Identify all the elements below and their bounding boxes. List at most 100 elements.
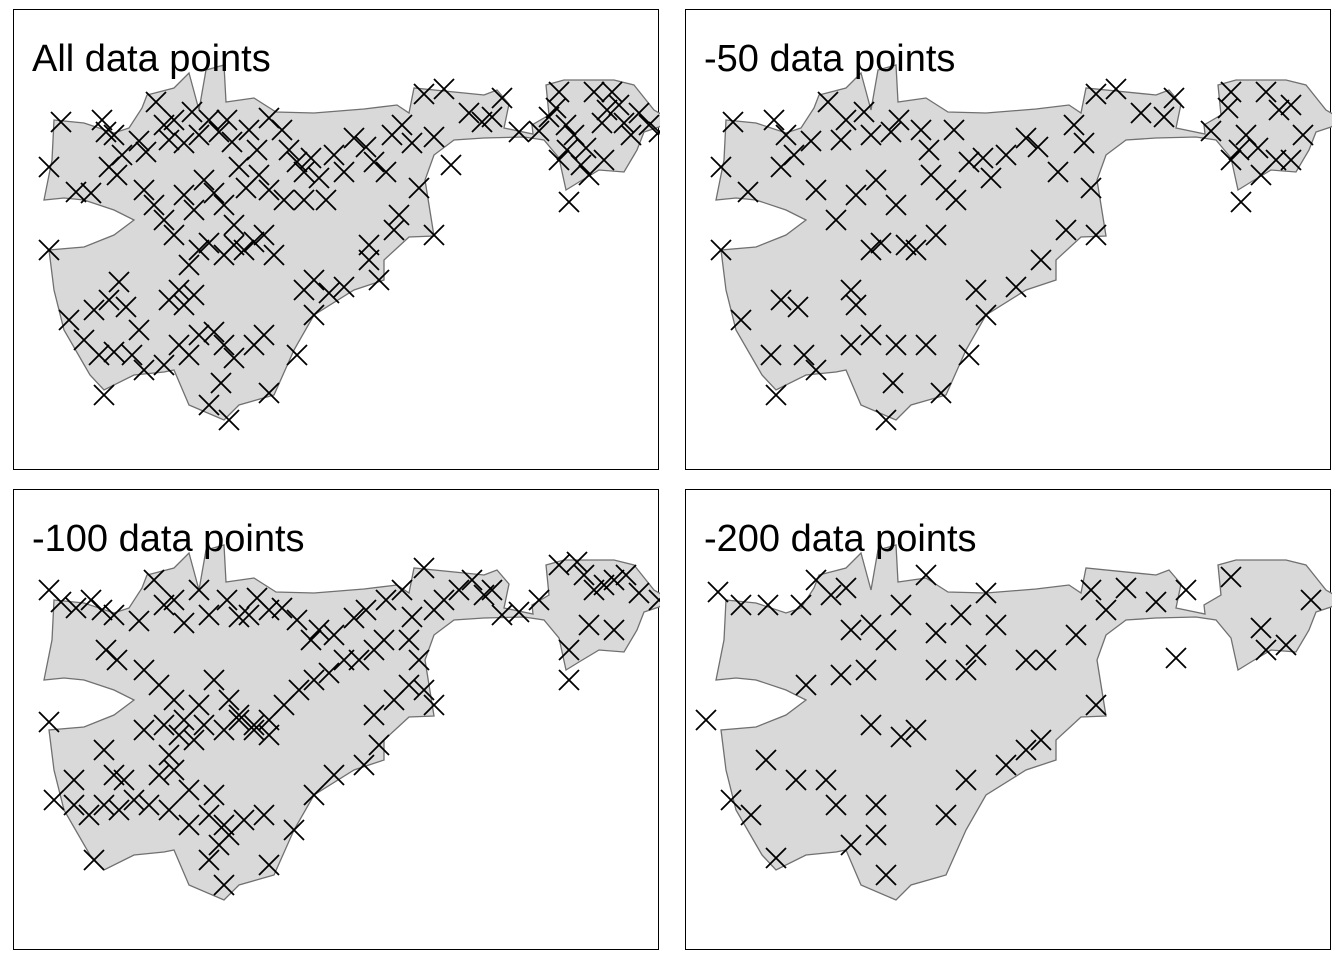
- data-point-x-icon: [293, 279, 315, 301]
- data-point-x-icon: [163, 109, 185, 131]
- data-point-x-icon: [188, 124, 210, 146]
- data-point-x-icon: [885, 334, 907, 356]
- data-point-x-icon: [223, 214, 245, 236]
- data-point-x-icon: [283, 819, 305, 841]
- data-point-x-icon: [1085, 224, 1107, 246]
- data-point-x-icon: [198, 804, 220, 826]
- data-point-x-icon: [1015, 127, 1037, 149]
- data-point-x-icon: [233, 239, 255, 261]
- data-point-x-icon: [860, 124, 882, 146]
- data-point-x-icon: [1055, 219, 1077, 241]
- data-point-x-icon: [300, 629, 322, 651]
- data-point-x-icon: [628, 102, 650, 124]
- data-point-x-icon: [800, 130, 822, 152]
- data-point-x-icon: [1030, 249, 1052, 271]
- data-point-x-icon: [975, 304, 997, 326]
- data-point-x-icon: [65, 597, 87, 619]
- data-point-x-icon: [158, 799, 180, 821]
- data-point-x-icon: [1130, 102, 1152, 124]
- data-point-x-icon: [985, 614, 1007, 636]
- data-point-x-icon: [135, 141, 157, 163]
- data-point-x-icon: [840, 334, 862, 356]
- data-point-x-icon: [183, 284, 205, 306]
- data-point-x-icon: [448, 579, 470, 601]
- data-point-x-icon: [308, 167, 330, 189]
- data-point-x-icon: [373, 629, 395, 651]
- data-point-x-icon: [840, 834, 862, 856]
- data-point-x-icon: [213, 874, 235, 896]
- data-point-x-icon: [481, 106, 503, 128]
- data-point-x-icon: [491, 604, 513, 626]
- data-point-x-icon: [286, 609, 308, 631]
- data-point-x-icon: [153, 594, 175, 616]
- data-point-x-icon: [188, 324, 210, 346]
- data-point-x-icon: [286, 151, 308, 173]
- data-point-x-icon: [153, 114, 175, 136]
- data-point-x-icon: [1247, 137, 1269, 159]
- data-point-x-icon: [391, 579, 413, 601]
- data-point-x-icon: [433, 589, 455, 611]
- data-point-x-icon: [271, 119, 293, 141]
- data-point-x-icon: [198, 109, 220, 131]
- data-point-x-icon: [975, 582, 997, 604]
- data-point-x-icon: [158, 129, 180, 151]
- data-point-x-icon: [58, 309, 80, 331]
- data-point-x-icon: [93, 384, 115, 406]
- data-point-x-icon: [408, 649, 430, 671]
- data-point-x-icon: [538, 106, 560, 128]
- data-point-x-icon: [830, 129, 852, 151]
- data-point-x-icon: [855, 659, 877, 681]
- data-point-x-icon: [958, 344, 980, 366]
- data-point-x-icon: [278, 139, 300, 161]
- data-point-x-icon: [1165, 647, 1187, 669]
- data-point-x-icon: [323, 144, 345, 166]
- data-point-x-icon: [835, 577, 857, 599]
- data-point-x-icon: [253, 324, 275, 346]
- data-point-x-icon: [333, 649, 355, 671]
- data-point-x-icon: [583, 81, 605, 103]
- data-point-x-icon: [38, 711, 60, 733]
- data-point-x-icon: [765, 847, 787, 869]
- data-point-x-icon: [128, 319, 150, 341]
- data-point-x-icon: [710, 239, 732, 261]
- data-point-x-icon: [835, 109, 857, 131]
- data-point-x-icon: [38, 156, 60, 178]
- data-point-x-icon: [765, 384, 787, 406]
- map-panel-minus-100: -100 data points: [13, 489, 660, 950]
- data-point-x-icon: [591, 112, 613, 134]
- data-point-x-icon: [218, 824, 240, 846]
- map-svg: [38, 64, 660, 431]
- data-point-x-icon: [293, 161, 315, 183]
- data-point-x-icon: [228, 606, 250, 628]
- data-point-x-icon: [1080, 579, 1102, 601]
- data-point-x-icon: [38, 239, 60, 261]
- data-point-x-icon: [413, 679, 435, 701]
- data-point-x-icon: [1220, 149, 1242, 171]
- data-point-x-icon: [98, 289, 120, 311]
- data-point-x-icon: [825, 794, 847, 816]
- data-point-x-icon: [348, 649, 370, 671]
- data-point-x-icon: [423, 126, 445, 148]
- data-point-x-icon: [358, 234, 380, 256]
- data-point-x-icon: [138, 794, 160, 816]
- data-point-x-icon: [323, 624, 345, 646]
- data-point-x-icon: [1030, 729, 1052, 751]
- data-point-x-icon: [193, 714, 215, 736]
- data-point-x-icon: [63, 769, 85, 791]
- data-point-x-icon: [108, 799, 130, 821]
- data-point-x-icon: [210, 372, 232, 394]
- data-point-x-icon: [178, 344, 200, 366]
- data-point-x-icon: [918, 139, 940, 161]
- data-point-x-icon: [80, 182, 102, 204]
- data-point-x-icon: [1200, 120, 1222, 142]
- data-point-x-icon: [173, 184, 195, 206]
- data-point-x-icon: [481, 579, 503, 601]
- data-point-x-icon: [308, 619, 330, 641]
- data-point-x-icon: [163, 589, 185, 611]
- data-point-x-icon: [91, 599, 113, 621]
- data-point-x-icon: [648, 589, 660, 611]
- data-point-x-icon: [368, 734, 390, 756]
- data-point-x-icon: [401, 132, 423, 154]
- data-point-x-icon: [1145, 591, 1167, 613]
- data-point-x-icon: [558, 669, 580, 691]
